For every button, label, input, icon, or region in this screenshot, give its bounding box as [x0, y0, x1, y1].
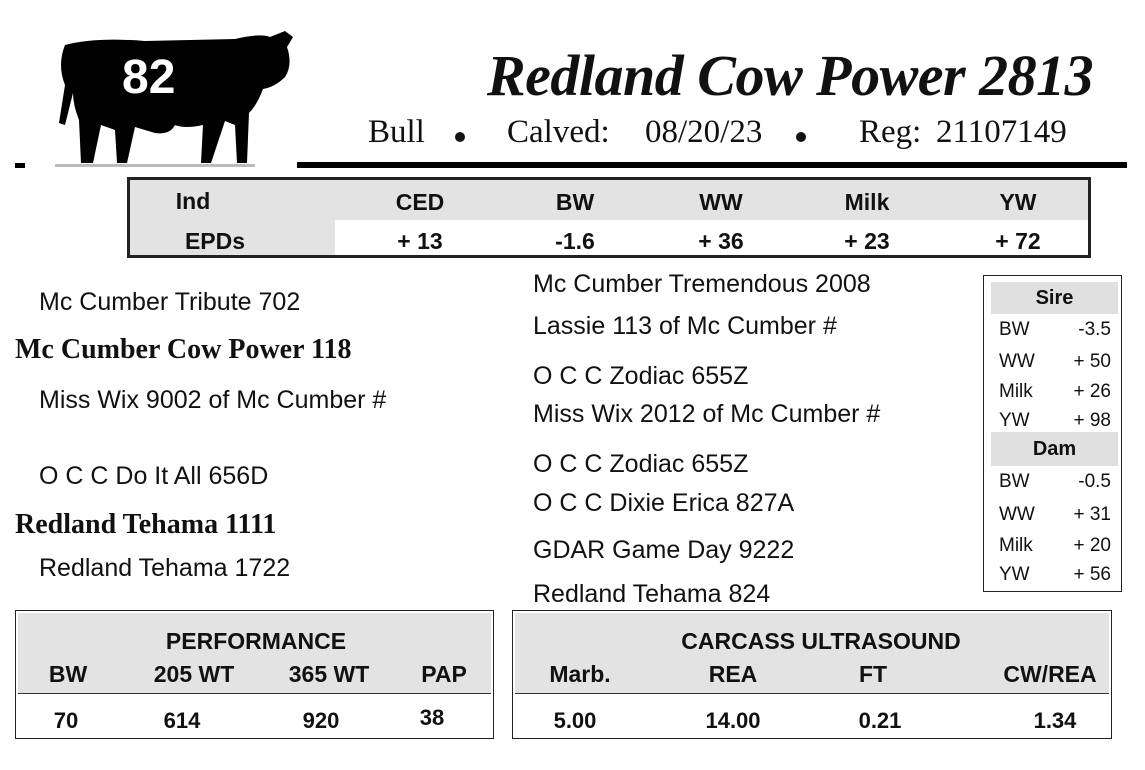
carcass-header: Marb.: [549, 661, 611, 687]
calved-label: Calved:: [507, 114, 610, 150]
pedigree-dam: Redland Tehama 1111: [15, 509, 277, 540]
carcass-value: 0.21: [858, 708, 902, 733]
calved-date: 08/20/23: [645, 114, 763, 150]
bull-silhouette-icon: [55, 31, 293, 167]
epd-value: + 13: [397, 228, 443, 254]
dam-epd-value: -0.5: [1078, 471, 1111, 492]
reg-number: 21107149: [936, 114, 1067, 150]
dam-epd-label: WW: [999, 504, 1035, 525]
epd-header: WW: [699, 189, 743, 215]
performance-value: 38: [419, 705, 445, 730]
carcass-title: CARCASS ULTRASOUND: [681, 628, 961, 654]
performance-title: PERFORMANCE: [165, 628, 347, 654]
pedigree-third-gen: O C C Zodiac 655Z: [533, 450, 749, 478]
pedigree-third-gen: GDAR Game Day 9222: [533, 536, 795, 564]
carcass-value: 1.34: [1033, 708, 1077, 733]
epd-header: YW: [999, 189, 1037, 215]
pedigree-third-gen: Mc Cumber Tremendous 2008: [533, 270, 871, 298]
pedigree-dam-sire: O C C Do It All 656D: [39, 462, 269, 490]
dam-epd-label: BW: [999, 471, 1030, 492]
performance-header: BW: [48, 661, 88, 687]
epd-header: CED: [395, 189, 445, 215]
carcass-box: CARCASS ULTRASOUND Marb. REA FT CW/REA 5…: [512, 610, 1112, 739]
epd-table: Ind EPDs CED BW WW Milk YW + 13 -1.6 + 3…: [127, 177, 1091, 258]
carcass-value: 14.00: [705, 708, 761, 733]
sex: Bull: [368, 114, 425, 150]
epd-row-label: Ind: [175, 188, 211, 214]
dam-title: Dam: [991, 432, 1118, 466]
pedigree-sire-sire: Mc Cumber Tribute 702: [39, 288, 301, 316]
epd-row-label: EPDs: [184, 228, 246, 254]
separator-dot: [796, 132, 806, 142]
sire-epd-label: WW: [999, 351, 1035, 372]
pedigree-third-gen: Lassie 113 of Mc Cumber #: [533, 312, 837, 340]
performance-value: 920: [302, 708, 340, 733]
epd-header: BW: [555, 189, 595, 215]
header-rule-mark: [15, 163, 25, 168]
sire-epd-label: Milk: [999, 381, 1033, 402]
pedigree-third-gen: Miss Wix 2012 of Mc Cumber #: [533, 400, 881, 428]
carcass-header: CW/REA: [1003, 661, 1097, 687]
pedigree-third-gen: Redland Tehama 824: [533, 580, 771, 608]
dam-epd-value: + 20: [1073, 535, 1111, 556]
pedigree-sire: Mc Cumber Cow Power 118: [15, 334, 352, 365]
dam-epd-value: + 31: [1073, 504, 1111, 525]
sire-epd-value: + 26: [1073, 381, 1111, 402]
performance-header: PAP: [421, 661, 467, 687]
carcass-header: REA: [708, 661, 758, 687]
sire-title: Sire: [991, 282, 1118, 314]
pedigree-dam-dam: Redland Tehama 1722: [39, 554, 291, 582]
epd-value: -1.6: [555, 228, 595, 254]
header-rule: [297, 162, 1127, 168]
carcass-value: 5.00: [553, 708, 597, 733]
epd-header: Milk: [844, 189, 890, 215]
performance-header: 205 WT: [153, 661, 235, 687]
performance-value: 614: [163, 708, 201, 733]
dam-epd-label: YW: [999, 564, 1030, 585]
epd-value: + 72: [995, 228, 1041, 254]
performance-value: 70: [53, 708, 79, 733]
pedigree-third-gen: O C C Zodiac 655Z: [533, 362, 749, 390]
separator-dot: [455, 132, 465, 142]
sire-epd-value: + 50: [1073, 351, 1111, 372]
carcass-header: FT: [858, 661, 888, 687]
lot-number: 82: [122, 51, 176, 104]
sire-epd-value: + 98: [1073, 410, 1111, 431]
epd-value: + 23: [844, 228, 890, 254]
epd-value: + 36: [698, 228, 744, 254]
pedigree-sire-dam: Miss Wix 9002 of Mc Cumber #: [39, 386, 387, 414]
animal-name: Redland Cow Power 2813: [487, 43, 1094, 108]
performance-box: PERFORMANCE BW 205 WT 365 WT PAP 70 614 …: [15, 610, 494, 739]
reg-label: Reg:: [859, 114, 922, 150]
performance-header: 365 WT: [288, 661, 370, 687]
sire-epd-label: BW: [999, 319, 1030, 340]
dam-epd-value: + 56: [1073, 564, 1111, 585]
dam-epd-label: Milk: [999, 535, 1033, 556]
parent-epd-box: Sire BW -3.5 WW + 50 Milk + 26 YW + 98 D…: [983, 275, 1122, 592]
sire-epd-label: YW: [999, 410, 1030, 431]
sire-epd-value: -3.5: [1078, 319, 1111, 340]
pedigree-third-gen: O C C Dixie Erica 827A: [533, 489, 795, 517]
